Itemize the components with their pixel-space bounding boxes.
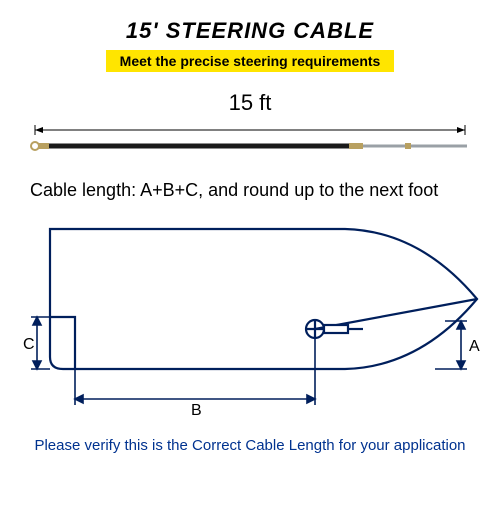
- cable-eye-icon: [31, 142, 39, 150]
- boat-hull: [50, 229, 477, 369]
- boat-inner-step: [50, 317, 75, 369]
- cable-nut-icon: [405, 143, 411, 149]
- cable-rod: [363, 145, 467, 148]
- label-b: B: [191, 402, 202, 419]
- dimension-a: [435, 321, 467, 369]
- cable-fitting-right: [349, 143, 363, 149]
- footer-note: Please verify this is the Correct Cable …: [0, 437, 500, 454]
- label-c: C: [23, 336, 35, 353]
- formula-text: Cable length: A+B+C, and round up to the…: [30, 180, 500, 201]
- label-a: A: [469, 338, 480, 355]
- cable-diagram: [15, 122, 485, 156]
- page-title: 15' STEERING CABLE: [0, 18, 500, 44]
- length-label: 15 ft: [0, 90, 500, 116]
- cable-body: [49, 144, 349, 149]
- subtitle-highlight: Meet the precise steering requirements: [106, 50, 395, 72]
- boat-diagram: C A B: [15, 209, 485, 419]
- cable-fitting-left: [39, 143, 49, 149]
- dimension-b-extensions: [75, 338, 315, 405]
- subtitle-wrap: Meet the precise steering requirements: [0, 50, 500, 72]
- helm-shaft: [324, 325, 348, 333]
